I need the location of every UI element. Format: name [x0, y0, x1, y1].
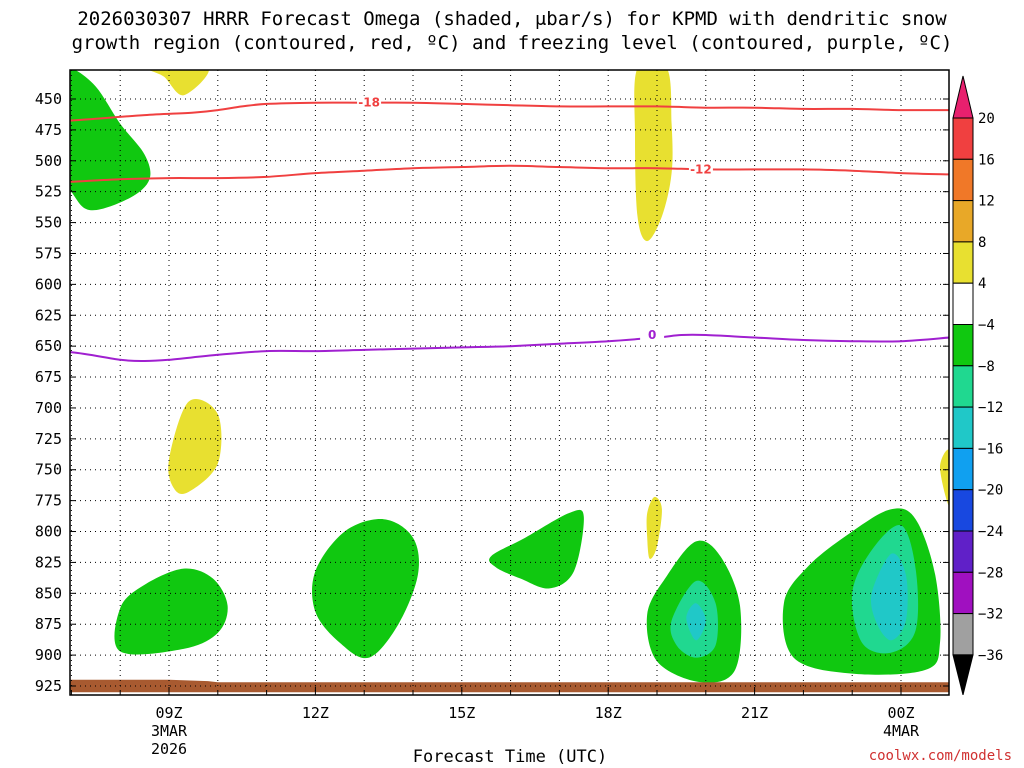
y-tick-label: 675	[35, 368, 62, 386]
colorbar-label: 20	[978, 111, 995, 127]
y-tick-label: 525	[35, 183, 62, 201]
shaded-region-descent-top-left	[148, 70, 209, 96]
colorbar-label: −24	[978, 524, 1003, 540]
colorbar-bottom-arrow	[952, 654, 974, 696]
x-tick-label: 12Z	[302, 704, 329, 722]
shaded-region-ascent-lower-3	[489, 509, 584, 589]
y-tick-label: 500	[35, 152, 62, 170]
colorbar-label: −32	[978, 607, 1003, 623]
y-tick-label: 625	[35, 306, 62, 324]
colorbar-segment	[952, 117, 974, 160]
y-tick-label: 450	[35, 90, 62, 108]
contour-label-layer: -18 -12 0	[357, 95, 713, 343]
y-tick-label: 900	[35, 646, 62, 664]
x-tick-year-label: 2026	[151, 740, 187, 758]
colorbar-segment	[952, 489, 974, 532]
contour-freezing-level	[70, 333, 949, 363]
y-tick-label: 800	[35, 523, 62, 541]
credit-label: coolwx.com/models	[869, 748, 1012, 764]
colorbar-segment	[952, 365, 974, 408]
shaded-region-descent-top-right	[634, 70, 673, 242]
shaded-region-ascent-lower-1	[114, 568, 228, 655]
x-tick-label: 00Z	[887, 704, 914, 722]
colorbar-top-arrow	[952, 75, 974, 119]
colorbar-label: 8	[978, 235, 986, 251]
y-tick-label: 475	[35, 121, 62, 139]
x-tick-label: 18Z	[595, 704, 622, 722]
grid-layer	[70, 70, 949, 695]
x-tick-sublabel: 3MAR	[151, 722, 188, 740]
colorbar-segment	[952, 571, 974, 615]
contour-label-bg	[357, 95, 382, 110]
colorbar-label: −16	[978, 441, 1003, 457]
x-tick-sublabel: 4MAR	[883, 722, 920, 740]
y-tick-label: 875	[35, 615, 62, 633]
colorbar-segment	[952, 200, 974, 243]
contour-label: -18	[358, 96, 380, 110]
colorbar-segment	[952, 613, 974, 656]
chart-title-line-2: growth region (contoured, red, ºC) and f…	[71, 32, 953, 54]
colorbar-segment	[952, 530, 974, 573]
colorbar: 20 16 12 8 4 −4 −8 −12 −16 −20 −24 −28 −32 −36	[952, 75, 1003, 696]
contour-label-bg	[640, 328, 665, 343]
x-tick-label: 15Z	[448, 704, 475, 722]
y-tick-label: 600	[35, 275, 62, 293]
y-tick-label: 750	[35, 461, 62, 479]
colorbar-label: 4	[978, 276, 986, 292]
colorbar-label: −28	[978, 565, 1003, 581]
y-tick-label: 650	[35, 337, 62, 355]
colorbar-label: −20	[978, 483, 1003, 499]
contour-dendritic-top	[70, 101, 949, 122]
colorbar-label: −8	[978, 359, 995, 375]
shaded-region-ascent-upper-left	[70, 70, 151, 211]
shaded-region-ascent-lower-4-core2	[686, 603, 706, 641]
colorbar-segment	[952, 447, 974, 491]
contour-label: -12	[690, 162, 712, 176]
y-tick-label: 575	[35, 244, 62, 262]
x-tick-label: 09Z	[155, 704, 182, 722]
shaded-region-ascent-lower-2	[312, 519, 419, 659]
y-tick-label: 825	[35, 553, 62, 571]
plot-frame	[69, 69, 950, 696]
x-axis-label: Forecast Time (UTC)	[413, 747, 607, 767]
y-tick-label: 775	[35, 492, 62, 510]
contour-label-bg	[688, 162, 713, 177]
colorbar-segment	[952, 324, 974, 367]
contour-dendritic-bottom	[70, 164, 949, 183]
y-tick-label: 725	[35, 430, 62, 448]
y-tick-label: 700	[35, 399, 62, 417]
y-tick-label: 850	[35, 584, 62, 602]
colorbar-label: −36	[978, 648, 1003, 664]
shaded-region-descent-mid-left	[168, 399, 222, 495]
y-tick-label: 550	[35, 214, 62, 232]
colorbar-segment	[952, 282, 974, 326]
omega-shading-layer	[70, 70, 949, 693]
colorbar-label: 12	[978, 194, 995, 210]
x-tick-label: 21Z	[741, 704, 768, 722]
contour-layer	[70, 101, 949, 363]
shaded-region-terrain	[70, 679, 949, 693]
colorbar-segment	[952, 406, 974, 449]
chart-title-line-1: 2026030307 HRRR Forecast Omega (shaded, …	[77, 8, 947, 30]
contour-label: 0	[648, 328, 656, 342]
colorbar-label: −12	[978, 400, 1003, 416]
colorbar-segment	[952, 241, 974, 284]
shaded-region-descent-edge-right	[940, 449, 949, 507]
colorbar-segment	[952, 158, 974, 202]
colorbar-label: 16	[978, 152, 995, 168]
y-tick-label: 925	[35, 677, 62, 695]
shaded-region-ascent-lower-5-core2	[870, 553, 908, 641]
colorbar-label: −4	[978, 318, 995, 334]
y-axis: 450 475 500 525 550 575 600 625 650 675 700 725 750 7…	[35, 90, 949, 695]
shaded-region-descent-mid-right	[646, 496, 662, 559]
